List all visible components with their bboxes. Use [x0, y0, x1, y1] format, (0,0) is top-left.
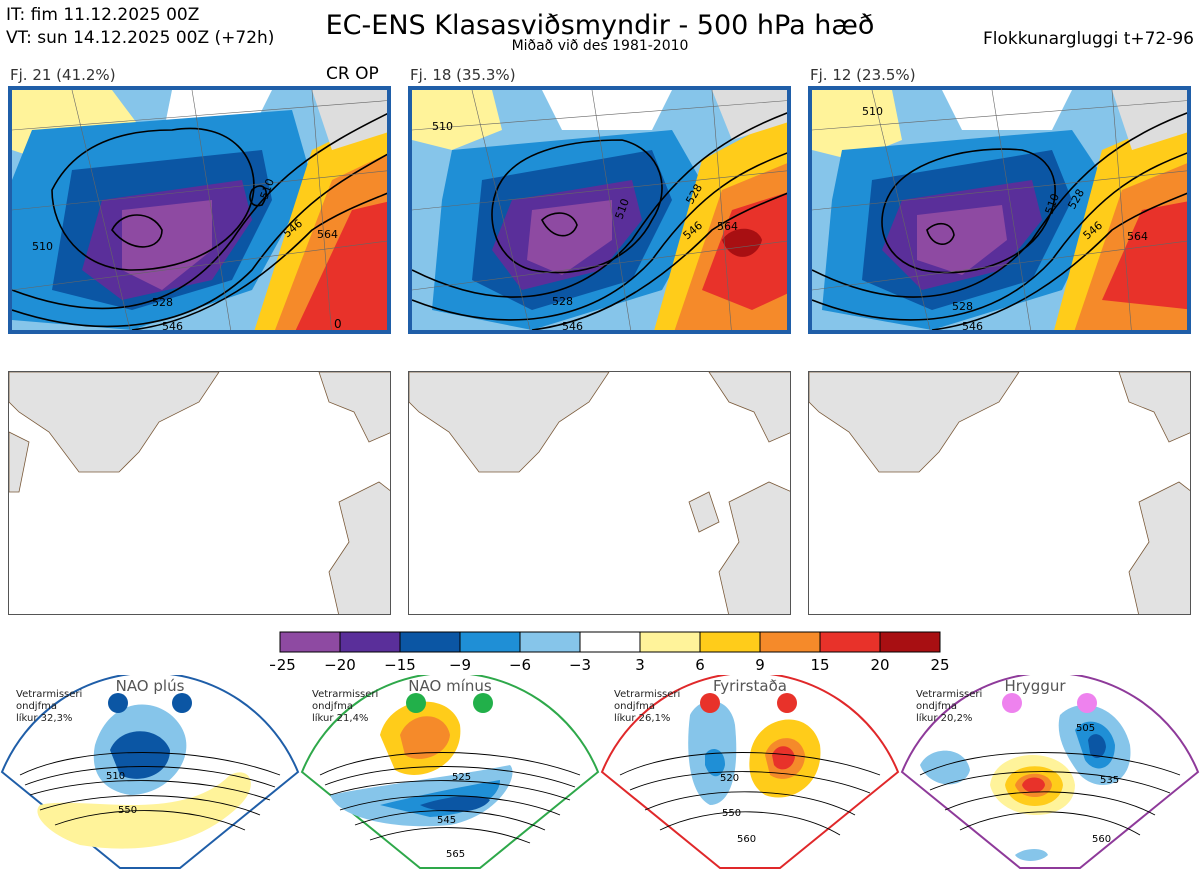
contour-label: 0	[334, 317, 342, 331]
probability-label: líkur 32,3%	[16, 713, 73, 724]
contour-label: 546	[562, 320, 583, 333]
colorbar-tick-label: 3	[635, 656, 645, 674]
regime-nao-plus: 510 550	[0, 671, 300, 869]
regime-dot	[108, 693, 128, 713]
header-info: IT: fim 11.12.2025 00Z VT: sun 14.12.202…	[6, 4, 274, 50]
colorbar-tick-label: −20	[324, 656, 356, 674]
probability-label: líkur 21,4%	[312, 713, 369, 724]
colorbar-tick-label: 25	[930, 656, 949, 674]
regime-nao-minus: 525 545 565	[300, 671, 600, 869]
regime-dot	[1077, 693, 1097, 713]
base-map-3	[808, 371, 1191, 615]
colorbar-tick-label: −3	[569, 656, 591, 674]
colorbar-tick-label: −6	[509, 656, 531, 674]
regime-info-ridge: Vetrarmisseri ondjfma líkur 20,2%	[916, 689, 982, 725]
season-label: Vetrarmisseri	[16, 689, 83, 700]
season-label: Vetrarmisseri	[916, 689, 983, 700]
regime-dot	[1002, 693, 1022, 713]
colorbar-tick-label: 9	[755, 656, 765, 674]
colorbar-segment	[879, 631, 941, 653]
colorbar-tick-label: 6	[695, 656, 705, 674]
contour-label: 528	[552, 295, 573, 308]
colorbar: −25 −20 −15 −9 −6 −3 3 6 9 15 20 25	[264, 630, 950, 675]
regime-dot	[700, 693, 720, 713]
contour-label: 564	[1127, 230, 1148, 243]
contour-label: 550	[722, 808, 741, 819]
regime-dot	[406, 693, 426, 713]
contour-label: 510	[106, 771, 125, 782]
cluster-3-label: Fj. 12 (23.5%)	[810, 66, 916, 84]
contour-label: 510	[32, 240, 53, 253]
colorbar-tick-label: 20	[870, 656, 889, 674]
contour-label: 528	[952, 300, 973, 313]
cluster-map-3: 510 510 528 546 564 528 546	[808, 86, 1191, 334]
cluster-map-2: 510 510 528 546 564 528 546	[408, 86, 791, 334]
season-label: Vetrarmisseri	[312, 689, 379, 700]
contour-label: 545	[437, 815, 456, 826]
contour-label: 565	[446, 849, 465, 860]
colorbar-segment	[819, 631, 881, 653]
issue-time: IT: fim 11.12.2025 00Z	[6, 5, 200, 25]
regime-dot	[777, 693, 797, 713]
colorbar-segment	[519, 631, 581, 653]
contour-label: 560	[737, 834, 756, 845]
contour-label: 535	[1100, 775, 1119, 786]
contour-label: 528	[152, 296, 173, 309]
regimes-row: 510 550 525 545 565	[0, 671, 1200, 871]
colorbar-segment	[579, 631, 641, 653]
season-label: Vetrarmisseri	[614, 689, 681, 700]
regime-dot	[473, 693, 493, 713]
base-map-2	[408, 371, 791, 615]
regime-ridge: 505 535 560	[900, 671, 1200, 869]
page-subtitle: Miðað við des 1981-2010	[511, 38, 689, 54]
colorbar-segment	[399, 631, 461, 653]
contour-label: 520	[720, 773, 739, 784]
page-title: EC-ENS Klasasviðsmyndir - 500 hPa hæð	[325, 10, 875, 41]
regime-blocking: 520 550 560	[600, 671, 900, 869]
contour-label: 510	[862, 105, 883, 118]
season-kind: ondjfma	[16, 701, 57, 712]
regime-info-nao-minus: Vetrarmisseri ondjfma líkur 21,4%	[312, 689, 378, 725]
contour-label: 505	[1076, 723, 1095, 734]
regime-info-blocking: Vetrarmisseri ondjfma líkur 26,1%	[614, 689, 680, 725]
regime-name-ridge: Hryggur	[1004, 677, 1066, 695]
cluster-1-label: Fj. 21 (41.2%)	[10, 66, 116, 84]
colorbar-tick-label: −25	[270, 656, 296, 674]
colorbar-segment	[699, 631, 761, 653]
probability-label: líkur 26,1%	[614, 713, 671, 724]
regime-name-nao-minus: NAO mínus	[408, 677, 492, 695]
colorbar-segment	[279, 631, 341, 653]
contour-label: 550	[118, 805, 137, 816]
cluster-1-tag: CR OP	[326, 64, 379, 84]
valid-time: VT: sun 14.12.2025 00Z (+72h)	[6, 28, 275, 48]
regime-name-nao-plus: NAO plús	[115, 677, 185, 695]
classification-window: Flokkunargluggi t+72-96	[982, 29, 1194, 49]
regime-name-blocking: Fyrirstaða	[713, 677, 787, 695]
cluster-map-1: 510 510 528 546 546 564 0	[8, 86, 391, 334]
season-kind: ondjfma	[916, 701, 957, 712]
colorbar-tick-label: 15	[810, 656, 829, 674]
cluster-2-label: Fj. 18 (35.3%)	[410, 66, 516, 84]
colorbar-segment	[759, 631, 821, 653]
base-map-1	[8, 371, 391, 615]
regime-dot	[172, 693, 192, 713]
contour-label: 546	[162, 320, 183, 333]
probability-label: líkur 20,2%	[916, 713, 973, 724]
season-kind: ondjfma	[312, 701, 353, 712]
season-kind: ondjfma	[614, 701, 655, 712]
contour-label: 560	[1092, 834, 1111, 845]
contour-label: 564	[717, 220, 738, 233]
colorbar-tick-label: −15	[384, 656, 416, 674]
contour-label: 546	[962, 320, 983, 333]
contour-label: 525	[452, 772, 471, 783]
colorbar-segment	[459, 631, 521, 653]
colorbar-tick-label: −9	[449, 656, 471, 674]
colorbar-segment	[639, 631, 701, 653]
regime-info-nao-plus: Vetrarmisseri ondjfma líkur 32,3%	[16, 689, 82, 725]
contour-label: 510	[432, 120, 453, 133]
contour-label: 564	[317, 228, 338, 241]
colorbar-segment	[339, 631, 401, 653]
